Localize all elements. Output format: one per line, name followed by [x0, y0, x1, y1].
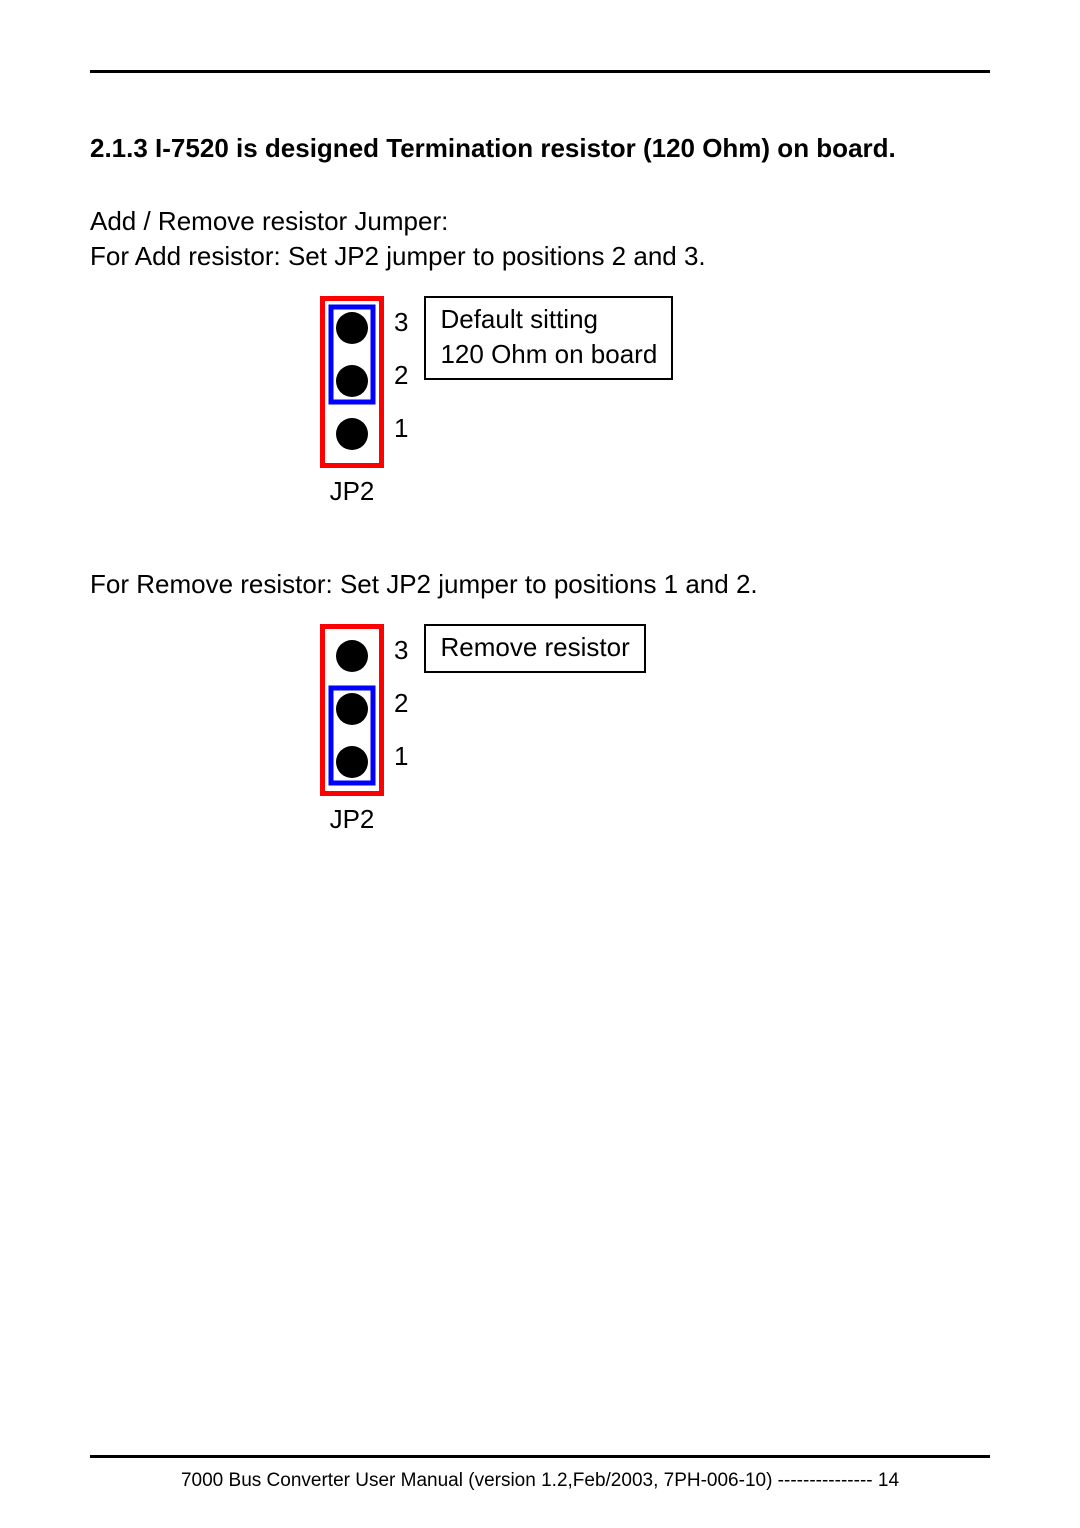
jumper-diagram-remove: JP2 3 2 1 Remove resistor [320, 624, 990, 835]
annotation-line-2: 120 Ohm on board [440, 339, 657, 369]
jumper-svg [320, 296, 384, 468]
pin-numbers: 3 2 1 [394, 624, 408, 783]
annotation-line-1: Default sitting [440, 304, 598, 334]
pin-number-3: 3 [394, 624, 408, 677]
intro-text: Add / Remove resistor Jumper: For Add re… [90, 204, 990, 274]
jumper-svg-wrap: JP2 [320, 624, 384, 835]
jumper-diagram-default: JP2 3 2 1 Default sitting 120 Ohm on boa… [320, 296, 990, 507]
annotation-box-default: Default sitting 120 Ohm on board [424, 296, 673, 380]
jumper-svg [320, 624, 384, 796]
annotation-box-remove: Remove resistor [424, 624, 645, 673]
pin-number-2: 2 [394, 677, 408, 730]
pin-number-1: 1 [394, 402, 408, 455]
pin-number-2: 2 [394, 349, 408, 402]
pin-numbers: 3 2 1 [394, 296, 408, 455]
bottom-rule [90, 1455, 990, 1458]
pin-number-3: 3 [394, 296, 408, 349]
pin-number-1: 1 [394, 730, 408, 783]
footer-text: 7000 Bus Converter User Manual (version … [90, 1470, 990, 1492]
remove-text: For Remove resistor: Set JP2 jumper to p… [90, 567, 990, 602]
top-rule [90, 70, 990, 73]
jumper-label: JP2 [330, 804, 375, 835]
page: 2.1.3 I-7520 is designed Termination res… [0, 0, 1080, 1528]
annotation-line-1: Remove resistor [440, 632, 629, 662]
jumper-label: JP2 [330, 476, 375, 507]
intro-line-2: For Add resistor: Set JP2 jumper to posi… [90, 241, 706, 271]
intro-line-1: Add / Remove resistor Jumper: [90, 206, 448, 236]
section-heading: 2.1.3 I-7520 is designed Termination res… [90, 133, 990, 164]
jumper-svg-wrap: JP2 [320, 296, 384, 507]
